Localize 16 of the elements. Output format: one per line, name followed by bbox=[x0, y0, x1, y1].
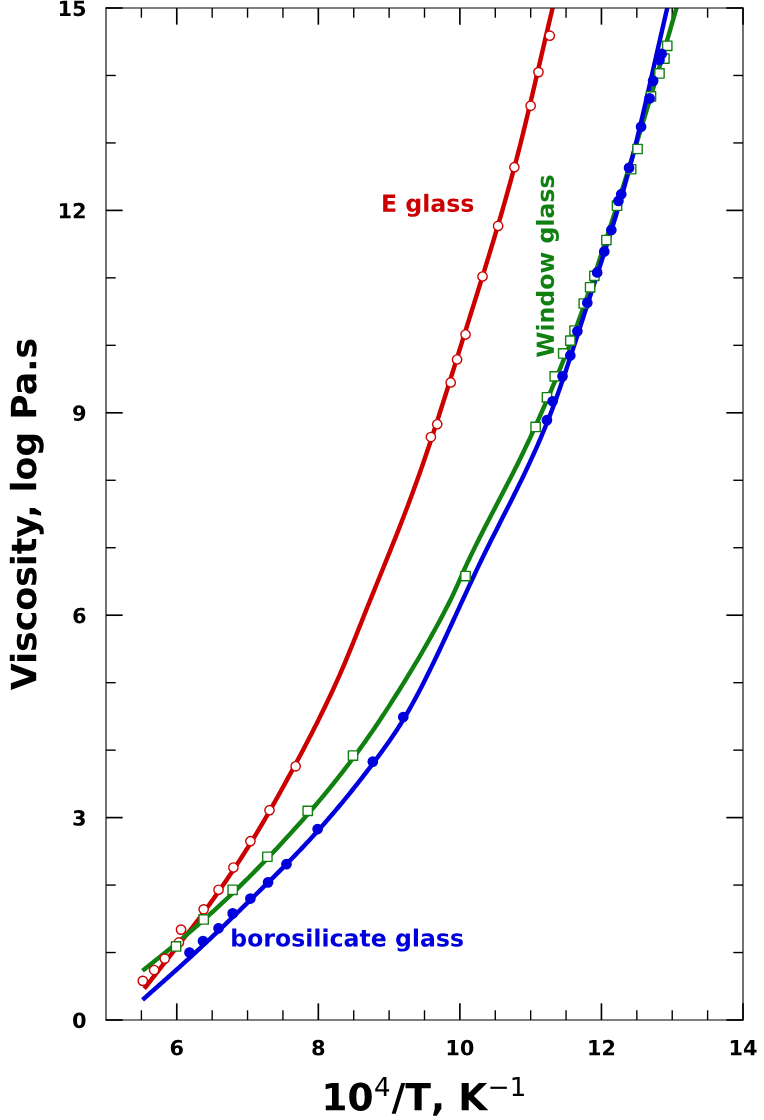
x-tick-label: 10 bbox=[447, 1039, 474, 1056]
x-tick-label: 6 bbox=[170, 1039, 183, 1056]
y-tick-label: 12 bbox=[59, 202, 85, 219]
x-tick-label: 8 bbox=[312, 1039, 325, 1056]
x-tick-label: 14 bbox=[730, 1040, 757, 1056]
series-label: borosilicate glass bbox=[232, 928, 463, 952]
x-axis-title: 10$^{4}$/T, K$^{−1}$ bbox=[325, 1076, 524, 1116]
series-label: E glass bbox=[383, 193, 474, 217]
y-axis-title: Viscosity, log Pa.s bbox=[9, 339, 44, 690]
text: Window glass bbox=[535, 175, 559, 357]
y-tick-label: 0 bbox=[73, 1012, 86, 1029]
y-tick-label: 3 bbox=[73, 810, 85, 826]
y-tick-label: 9 bbox=[73, 405, 86, 422]
y-tick-label: 15 bbox=[59, 0, 86, 17]
x-tick-label: 12 bbox=[589, 1039, 615, 1056]
y-tick-label: 6 bbox=[73, 607, 86, 624]
